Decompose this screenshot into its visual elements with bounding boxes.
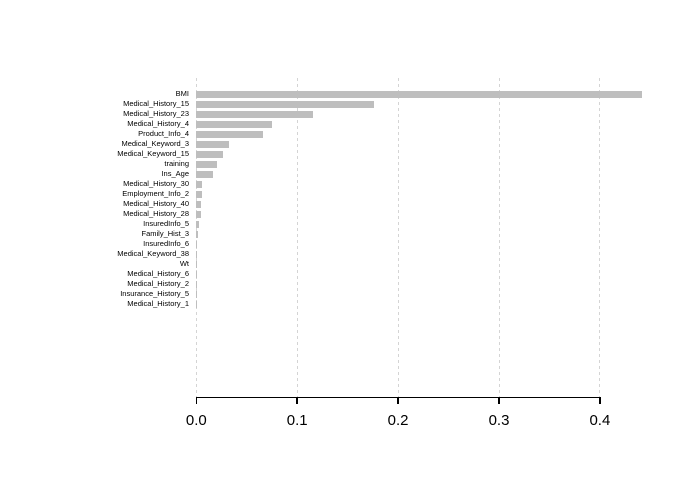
x-axis-tick-0.0 [195, 397, 198, 404]
category-label-wt: Wt [179, 259, 189, 268]
category-label-training: training [164, 159, 189, 168]
category-label-medical-history-30: Medical_History_30 [123, 179, 189, 188]
category-label-medical-keyword-38: Medical_Keyword_38 [117, 249, 189, 258]
category-label-bmi: BMI [175, 89, 189, 98]
bar-insuredinfo-5 [196, 220, 200, 228]
x-axis-tick-label-0.3: 0.3 [488, 412, 510, 429]
category-label-insurance-history-5: Insurance_History_5 [120, 289, 189, 298]
x-axis-tick-label-0.4: 0.4 [589, 412, 611, 429]
bar-medical-keyword-15 [196, 150, 223, 158]
bar-medical-history-28 [196, 210, 202, 218]
bar-medical-history-23 [196, 110, 314, 118]
category-label-medical-history-15: Medical_History_15 [123, 99, 189, 108]
category-label-medical-keyword-3: Medical_Keyword_3 [121, 139, 189, 148]
category-label-medical-keyword-15: Medical_Keyword_15 [117, 149, 189, 158]
gridline-0.2 [397, 78, 399, 397]
gridline-0.4 [599, 78, 601, 397]
category-label-insuredinfo-5: InsuredInfo_5 [143, 219, 189, 228]
bar-employment-info-2 [196, 190, 202, 198]
category-label-employment-info-2: Employment_Info_2 [122, 189, 189, 198]
category-label-family-hist-3: Family_Hist_3 [141, 229, 189, 238]
category-label-medical-history-28: Medical_History_28 [123, 209, 189, 218]
category-label-product-info-4: Product_Info_4 [138, 129, 189, 138]
category-label-medical-history-40: Medical_History_40 [123, 199, 189, 208]
x-axis-tick-label-0.0: 0.0 [185, 412, 207, 429]
category-label-medical-history-1: Medical_History_1 [127, 299, 189, 308]
bar-medical-history-40 [196, 200, 202, 208]
bar-product-info-4 [196, 130, 264, 138]
category-label-medical-history-4: Medical_History_4 [127, 119, 189, 128]
bar-medical-history-30 [196, 180, 203, 188]
category-label-medical-history-23: Medical_History_23 [123, 109, 189, 118]
bar-medical-history-15 [196, 100, 375, 108]
bar-medical-keyword-3 [196, 140, 230, 148]
category-label-medical-history-2: Medical_History_2 [127, 279, 189, 288]
gridline-0.1 [296, 78, 298, 397]
x-axis-tick-label-0.2: 0.2 [387, 412, 409, 429]
gridline-0.0 [195, 78, 197, 397]
category-label-insuredinfo-6: InsuredInfo_6 [143, 239, 189, 248]
bar-medical-history-4 [196, 120, 273, 128]
bar-insuredinfo-6 [196, 240, 198, 248]
x-axis-tick-0.4 [599, 397, 601, 404]
bar-training [196, 160, 217, 168]
x-axis-tick-0.3 [498, 397, 500, 404]
x-axis-tick-label-0.1: 0.1 [286, 412, 308, 429]
bar-family-hist-3 [196, 230, 198, 238]
x-axis-tick-0.1 [296, 397, 298, 404]
bar-bmi [196, 90, 643, 98]
gridline-0.3 [498, 78, 500, 397]
bar-ins-age [196, 170, 214, 178]
category-label-ins-age: Ins_Age [161, 169, 189, 178]
category-label-medical-history-6: Medical_History_6 [127, 269, 189, 278]
x-axis-tick-0.2 [397, 397, 399, 404]
